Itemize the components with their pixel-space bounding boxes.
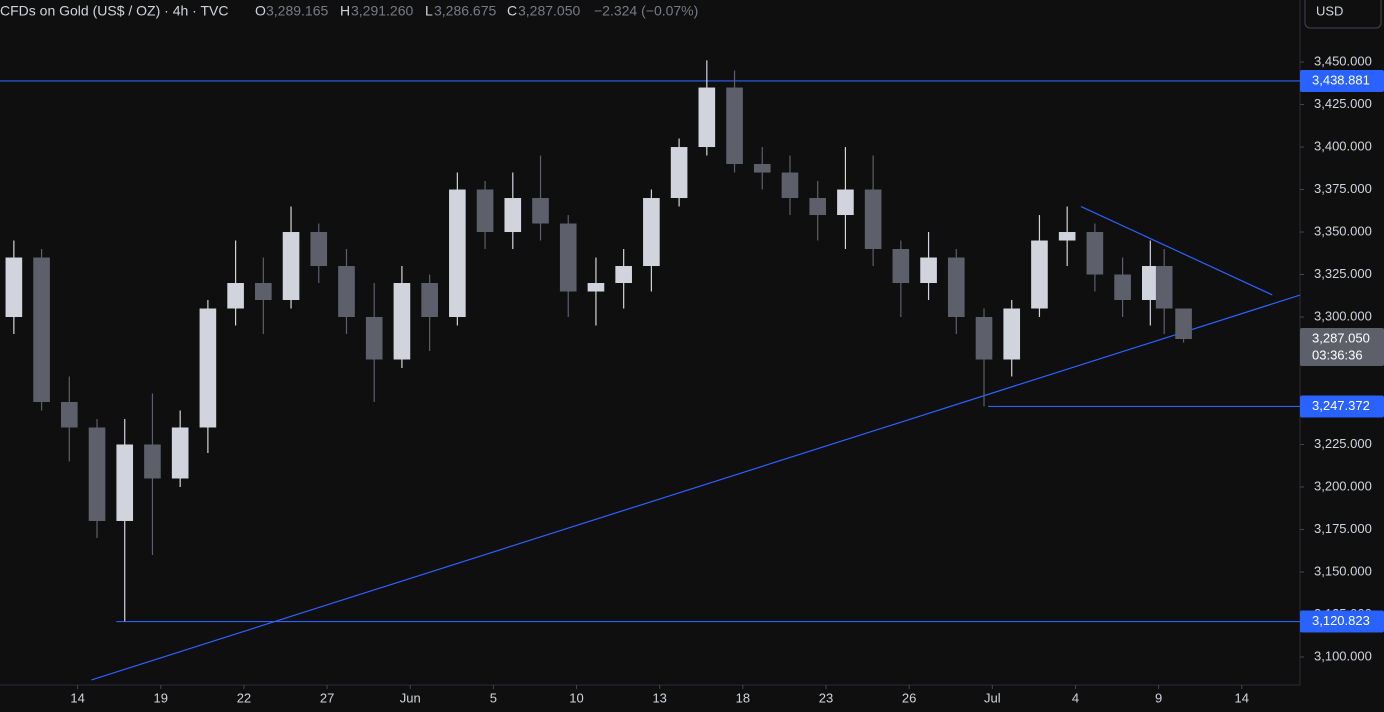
candle-body <box>144 444 161 479</box>
candle-body <box>1086 232 1104 275</box>
candle-body <box>255 283 272 301</box>
last-price-label: 3,287.050 <box>1312 330 1370 345</box>
level-price-label: 3,120.823 <box>1312 613 1370 628</box>
x-tick-label: Jul <box>984 690 1001 705</box>
x-tick-label: Jun <box>400 690 421 705</box>
x-tick-label: 14 <box>1235 690 1249 705</box>
y-tick-label: 3,375.000 <box>1314 181 1372 196</box>
candle-body <box>643 198 660 267</box>
low-value: 3,286.675 <box>434 3 496 19</box>
candle-body <box>532 198 549 224</box>
candle-body <box>504 198 522 233</box>
y-tick-label: 3,325.000 <box>1314 266 1372 281</box>
candle-body <box>947 257 965 318</box>
symbol: CFDs on Gold (US$ / OZ) · 4h · TVC <box>0 3 228 19</box>
candle-body <box>282 232 300 301</box>
candle-body <box>1114 274 1131 301</box>
level-price-box <box>1300 395 1384 418</box>
currency-button[interactable] <box>1304 0 1382 29</box>
candle-body <box>1058 232 1076 241</box>
y-tick-label: 3,225.000 <box>1314 436 1372 451</box>
y-tick-label: 3,300.000 <box>1314 308 1372 323</box>
candle-body <box>1003 308 1021 360</box>
x-tick-label: 13 <box>652 690 666 705</box>
high-value: 3,291.260 <box>351 3 413 19</box>
y-tick-label: 3,150.000 <box>1314 563 1372 578</box>
x-tick-label: 4 <box>1072 690 1079 705</box>
candle-body <box>975 317 993 360</box>
candle-body <box>920 257 937 284</box>
candle-body <box>698 87 716 148</box>
candle-body <box>476 189 494 233</box>
candle-body <box>587 283 605 292</box>
candle-body <box>1142 266 1159 301</box>
trendline <box>91 294 1301 681</box>
candle-body <box>753 164 771 173</box>
x-tick-label: 10 <box>569 690 583 705</box>
candle-body <box>365 317 383 360</box>
x-tick-label: 9 <box>1155 690 1162 705</box>
candle-body <box>338 266 355 318</box>
candle-body <box>60 401 78 428</box>
candle-body <box>864 189 882 250</box>
low-label: L <box>425 3 433 19</box>
x-tick-label: 14 <box>70 690 84 705</box>
x-tick-label: 22 <box>237 690 251 705</box>
y-tick-label: 3,175.000 <box>1314 521 1372 536</box>
candle-body <box>116 444 134 521</box>
x-tick-label: 27 <box>320 690 334 705</box>
level-price-label: 3,247.372 <box>1312 398 1370 413</box>
y-tick-label: 3,450.000 <box>1314 53 1372 68</box>
open-label: O <box>255 3 266 19</box>
y-tick-label: 3,100.000 <box>1314 648 1372 663</box>
level-price-box <box>1300 69 1384 92</box>
candle-body <box>670 147 688 199</box>
candle-body <box>33 257 50 402</box>
last-price-box <box>1300 328 1384 367</box>
y-tick-label: 3,425.000 <box>1314 96 1372 111</box>
candle-body <box>615 266 632 284</box>
x-tick-label: 26 <box>902 690 916 705</box>
candle-body <box>837 189 854 216</box>
y-tick-label: 3,200.000 <box>1314 478 1372 493</box>
level-price-box <box>1300 610 1384 633</box>
candle-body <box>449 189 466 318</box>
candle-body <box>5 257 23 318</box>
open-value: 3,289.165 <box>266 3 328 19</box>
candle-body <box>1175 308 1192 340</box>
candle-body <box>393 283 411 360</box>
trendline <box>1080 205 1273 296</box>
candle-body <box>227 283 244 309</box>
candle-body <box>559 223 577 292</box>
y-tick-label: 3,350.000 <box>1314 223 1372 238</box>
candle-body <box>1031 240 1048 309</box>
countdown: 03:36:36 <box>1312 347 1363 362</box>
close-label: C <box>507 3 517 19</box>
currency-label[interactable]: USD <box>1316 3 1343 18</box>
candle-body <box>726 87 743 165</box>
candle-body <box>88 427 106 521</box>
candle-body <box>892 249 910 284</box>
x-tick-label: 23 <box>819 690 833 705</box>
x-tick-label: 18 <box>736 690 750 705</box>
change: −2.324 (−0.07%) <box>594 3 698 19</box>
candle-body <box>421 283 438 318</box>
close-value: 3,287.050 <box>518 3 580 19</box>
x-tick-label: 5 <box>490 690 497 705</box>
candle-body <box>809 198 827 216</box>
candle-body <box>199 308 217 428</box>
candle-body <box>1155 266 1173 309</box>
candle-body <box>310 232 328 267</box>
x-tick-label: 19 <box>154 690 168 705</box>
y-tick-label: 3,400.000 <box>1314 138 1372 153</box>
candle-body <box>781 172 799 199</box>
candle-body <box>171 427 189 479</box>
high-label: H <box>340 3 350 19</box>
level-price-label: 3,438.881 <box>1312 72 1370 87</box>
